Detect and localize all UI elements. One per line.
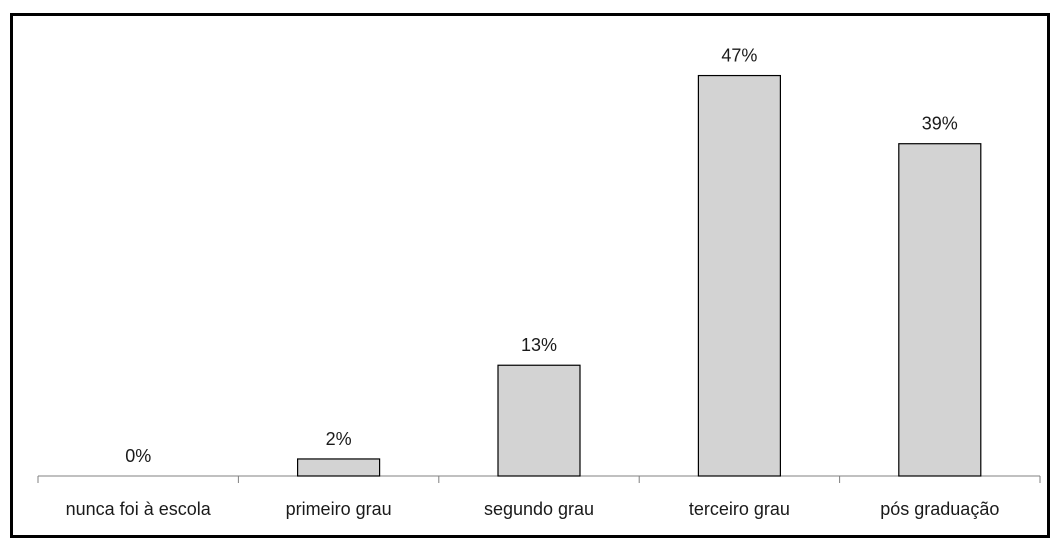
x-tick-label: segundo grau [484, 499, 594, 519]
data-labels-group: 0% 2% 13% 47% 39% [125, 46, 958, 466]
bar [297, 458, 381, 477]
x-tick-label: terceiro grau [689, 499, 790, 519]
x-tick-label: nunca foi à escola [66, 499, 212, 519]
x-axis [37, 475, 1041, 483]
tick-labels-group: nunca foi à escola primeiro grau segundo g… [66, 499, 1000, 519]
data-label: 47% [721, 46, 757, 66]
bar [697, 74, 782, 477]
bar [497, 364, 581, 477]
bar [898, 143, 982, 477]
bars-group [297, 74, 982, 477]
data-label: 0% [125, 446, 151, 466]
x-tick-label: pós graduação [880, 499, 999, 519]
data-label: 2% [326, 429, 352, 449]
data-label: 39% [922, 114, 958, 134]
data-label: 13% [521, 335, 557, 355]
x-tick-label: primeiro grau [286, 499, 392, 519]
